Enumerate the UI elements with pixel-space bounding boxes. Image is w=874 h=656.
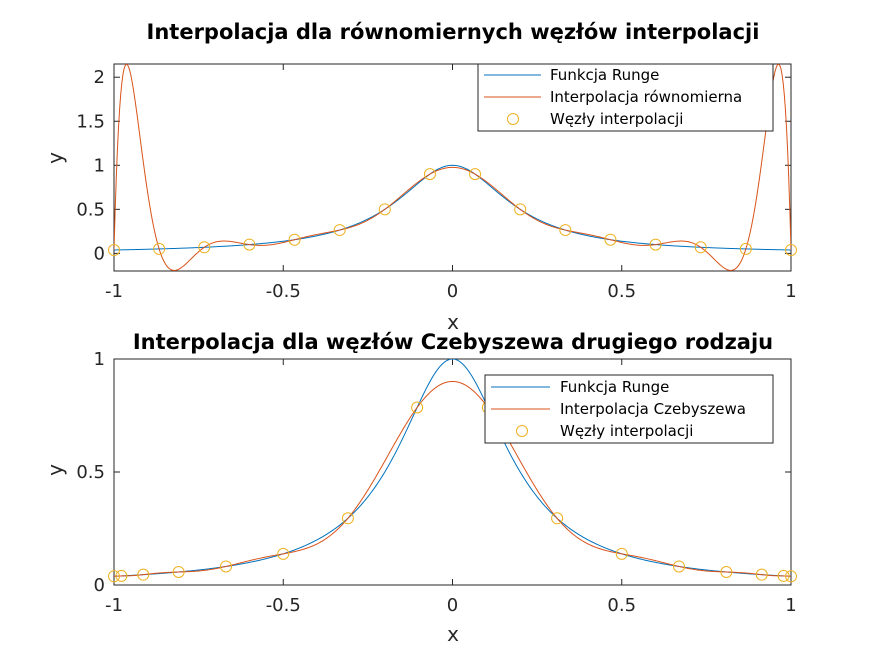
subplot-chebyshev: Interpolacja dla węzłów Czebyszewa drugi… [43,330,797,646]
interpolation-node-marker [288,233,301,246]
y-axis-label: y [43,152,67,164]
y-tick-label: 0 [94,243,105,264]
legend-label-runge: Funkcja Runge [560,378,669,396]
interpolation-node-marker [785,570,797,583]
y-tick-label: 1 [94,349,105,370]
y-tick-label: 1.5 [76,111,105,132]
legend-label-interpolation: Interpolacja równomierna [550,88,742,106]
interpolation-node-marker [673,560,686,573]
interpolation-node-marker [243,238,256,251]
interpolation-node-marker [378,203,391,216]
legend: Funkcja Runge Interpolacja równomierna W… [477,63,774,132]
legend-label-nodes: Węzły interpolacji [560,422,693,440]
interpolation-node-marker [720,565,733,578]
legend-marker-nodes [507,113,519,125]
chart-title: Interpolacja dla węzłów Czebyszewa drugi… [133,330,773,354]
interpolation-node-marker [172,565,185,578]
interpolation-node-marker [649,238,662,251]
x-tick-label: 1 [785,595,796,616]
interpolation-node-marker [739,242,752,255]
x-tick-label: -1 [105,595,123,616]
interpolation-node-marker [785,243,797,256]
y-tick-label: 0 [94,575,105,596]
interpolation-node-marker [277,547,290,560]
series-line [114,380,791,577]
interpolation-node-marker [694,241,707,254]
interpolation-node-marker [755,568,768,581]
x-tick-label: -0.5 [266,281,301,302]
interpolation-node-marker [219,560,232,573]
x-tick-label: 0.5 [607,595,636,616]
x-tick-label: 0.5 [607,281,636,302]
x-axis-label: x [447,622,459,646]
x-tick-label: -0.5 [266,595,301,616]
legend: Funkcja Runge Interpolacja Czebyszewa Wę… [484,374,774,444]
interpolation-node-marker [108,243,120,256]
y-axis-label: y [43,464,67,476]
x-tick-label: 0 [447,281,458,302]
x-axis-label: x [447,310,459,334]
y-tick-label: 0.5 [76,199,105,220]
interpolation-node-marker [615,547,628,560]
subplot-equidistant: Interpolacja dla równomiernych węzłów in… [43,20,797,334]
interpolation-node-marker [469,168,482,181]
interpolation-node-marker [514,203,527,216]
y-tick-label: 2 [94,67,105,88]
chart-title: Interpolacja dla równomiernych węzłów in… [147,20,760,44]
y-tick-label: 1 [94,155,105,176]
axis-ticks: -1 -0.5 0 0.5 1 0 0.5 1 [76,349,796,616]
series-line [114,164,791,251]
legend-label-interpolation: Interpolacja Czebyszewa [560,400,746,418]
legend-marker-nodes [516,425,528,437]
y-tick-label: 0.5 [76,462,105,483]
legend-label-runge: Funkcja Runge [550,66,659,84]
interpolation-node-marker [551,512,564,525]
x-tick-label: -1 [105,281,123,302]
interpolation-node-marker [333,224,346,237]
x-tick-label: 1 [785,281,796,302]
interpolation-node-marker [411,401,424,414]
x-tick-label: 0 [447,595,458,616]
series-line [114,64,791,271]
axis-ticks: -1 -0.5 0 0.5 1 0 0.5 1 1.5 2 [76,64,797,302]
interpolation-node-marker [198,241,211,254]
interpolation-node-marker [604,233,617,246]
interpolation-node-marker [777,569,790,582]
interpolation-node-marker [108,570,120,583]
interpolation-node-marker [341,512,354,525]
interpolation-node-marker [423,168,436,181]
interpolation-node-marker [115,569,128,582]
interpolation-node-marker [137,568,150,581]
legend-label-nodes: Węzły interpolacji [550,110,683,128]
series-lines [114,359,791,577]
node-markers [108,168,797,256]
interpolation-node-marker [153,242,166,255]
interpolation-node-marker [559,224,572,237]
series-lines [114,64,791,271]
